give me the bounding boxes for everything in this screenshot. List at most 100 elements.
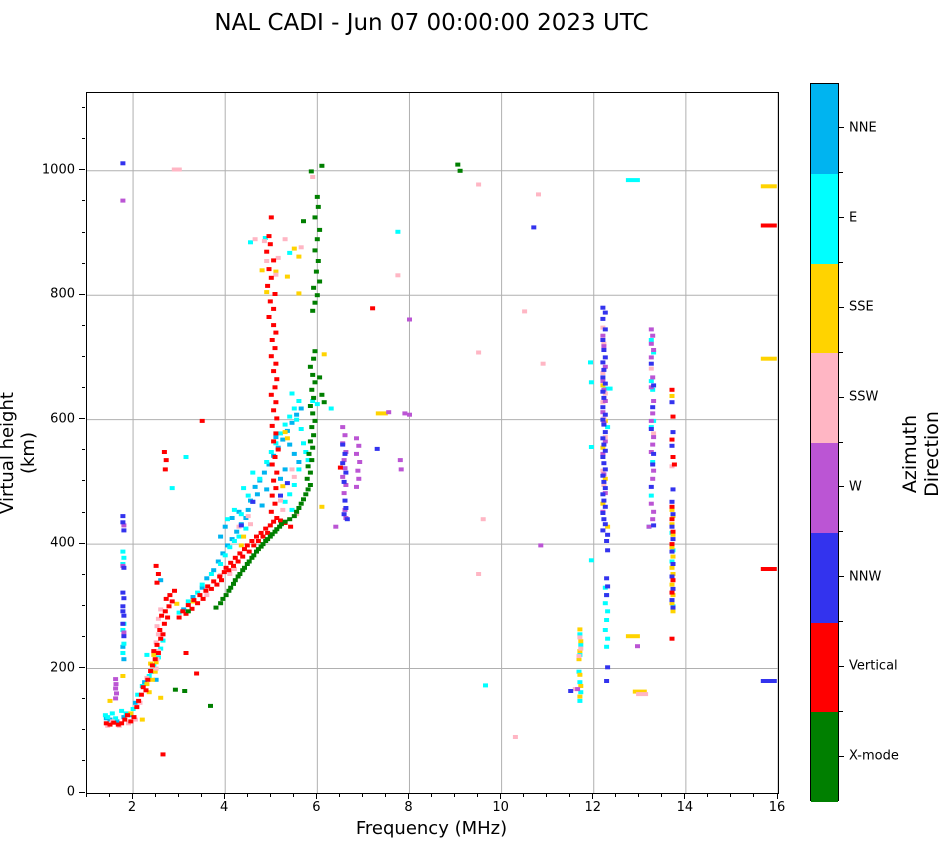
x-major-tick bbox=[500, 793, 502, 799]
x-tick-label: 2 bbox=[127, 800, 137, 815]
x-minor-tick bbox=[384, 793, 386, 797]
colorbar-tick bbox=[839, 486, 844, 488]
y-major-tick bbox=[79, 667, 85, 669]
x-minor-tick bbox=[292, 793, 294, 797]
colorbar-boundary-tick bbox=[839, 441, 843, 443]
x-minor-tick bbox=[523, 793, 525, 797]
x-major-tick bbox=[407, 793, 409, 799]
x-minor-tick bbox=[477, 793, 479, 797]
y-minor-tick bbox=[81, 604, 85, 606]
y-tick-label: 400 bbox=[50, 535, 75, 551]
colorbar-segment-w bbox=[811, 443, 838, 533]
x-minor-tick bbox=[269, 793, 271, 797]
colorbar bbox=[810, 83, 839, 802]
x-minor-tick bbox=[707, 793, 709, 797]
x-minor-tick bbox=[200, 793, 202, 797]
x-tick-label: 8 bbox=[404, 800, 413, 815]
x-minor-tick bbox=[454, 793, 456, 797]
colorbar-tick bbox=[839, 306, 844, 308]
colorbar-segment-ssw bbox=[811, 353, 838, 443]
scatter-canvas bbox=[87, 93, 778, 793]
x-tick-label: 6 bbox=[312, 800, 321, 815]
colorbar-tick-label: SSE bbox=[849, 299, 874, 315]
x-minor-tick bbox=[638, 793, 640, 797]
x-minor-tick bbox=[661, 793, 663, 797]
series-vertical bbox=[103, 215, 777, 757]
y-minor-tick bbox=[81, 355, 85, 357]
x-minor-tick bbox=[546, 793, 548, 797]
colorbar-tick bbox=[839, 755, 844, 757]
x-tick-label: 10 bbox=[492, 800, 509, 815]
y-major-tick bbox=[79, 293, 85, 295]
x-tick-label: 16 bbox=[768, 800, 786, 815]
colorbar-boundary-tick bbox=[839, 710, 843, 712]
y-major-tick bbox=[79, 542, 85, 544]
y-minor-tick bbox=[81, 760, 85, 762]
colorbar-segment-e bbox=[811, 173, 838, 264]
y-minor-tick bbox=[81, 324, 85, 326]
y-minor-tick bbox=[81, 138, 85, 140]
y-minor-tick bbox=[81, 573, 85, 575]
series-nne bbox=[103, 406, 304, 724]
colorbar-tick-label: X-mode bbox=[849, 748, 899, 764]
x-minor-tick bbox=[154, 793, 156, 797]
y-tick-label: 200 bbox=[50, 660, 75, 676]
x-minor-tick bbox=[431, 793, 432, 797]
colorbar-boundary-tick bbox=[839, 621, 843, 622]
colorbar-boundary-tick bbox=[839, 172, 843, 174]
y-tick-label: 600 bbox=[50, 411, 75, 427]
colorbar-segment-x-mode bbox=[811, 712, 838, 802]
y-minor-tick bbox=[81, 480, 85, 482]
colorbar-label: Azimuth Direction bbox=[899, 411, 943, 497]
series-sse bbox=[107, 184, 777, 722]
x-minor-tick bbox=[730, 793, 732, 797]
series-e bbox=[102, 178, 676, 721]
y-minor-tick bbox=[81, 449, 85, 451]
x-tick-label: 12 bbox=[584, 800, 601, 815]
series-nnw bbox=[120, 161, 777, 693]
colorbar-boundary-tick bbox=[839, 351, 843, 353]
colorbar-boundary-tick bbox=[839, 262, 843, 263]
x-major-tick bbox=[592, 793, 594, 799]
colorbar-tick-label: NNW bbox=[849, 569, 882, 585]
colorbar-tick bbox=[839, 127, 844, 129]
x-minor-tick bbox=[246, 793, 248, 797]
y-axis-label: Virtual height (km) bbox=[0, 392, 39, 514]
y-minor-tick bbox=[81, 698, 85, 700]
series-ssw bbox=[105, 167, 675, 739]
x-minor-tick bbox=[569, 793, 571, 797]
colorbar-tick-label: SSW bbox=[849, 389, 879, 405]
x-minor-tick bbox=[177, 793, 179, 797]
x-minor-tick bbox=[361, 793, 363, 797]
y-major-tick bbox=[79, 418, 85, 420]
x-minor-tick bbox=[85, 793, 87, 797]
y-major-tick bbox=[79, 791, 85, 793]
colorbar-tick-label: NNE bbox=[849, 120, 877, 136]
colorbar-tick bbox=[839, 396, 844, 398]
y-tick-label: 1000 bbox=[41, 162, 75, 178]
y-minor-tick bbox=[81, 107, 85, 109]
y-minor-tick bbox=[81, 200, 85, 202]
x-tick-label: 14 bbox=[676, 800, 694, 815]
series-x-mode bbox=[172, 162, 463, 708]
colorbar-segment-vertical bbox=[811, 622, 838, 713]
x-tick-label: 4 bbox=[220, 800, 229, 815]
chart-title: NAL CADI - Jun 07 00:00:00 2023 UTC bbox=[214, 10, 649, 36]
y-minor-tick bbox=[81, 262, 85, 264]
x-major-tick bbox=[223, 793, 225, 799]
colorbar-tick bbox=[839, 217, 844, 219]
y-minor-tick bbox=[81, 387, 85, 389]
y-tick-label: 800 bbox=[50, 286, 75, 302]
colorbar-tick-label: E bbox=[849, 210, 858, 226]
colorbar-tick bbox=[839, 576, 844, 578]
colorbar-tick bbox=[839, 665, 844, 667]
y-tick-label: 0 bbox=[66, 784, 75, 800]
colorbar-segment-nnw bbox=[811, 532, 838, 623]
y-minor-tick bbox=[81, 729, 85, 731]
x-major-tick bbox=[776, 793, 778, 799]
gridlines bbox=[87, 93, 778, 793]
colorbar-boundary-tick bbox=[839, 531, 843, 533]
y-minor-tick bbox=[81, 511, 85, 513]
colorbar-tick-label: Vertical bbox=[849, 658, 898, 674]
x-minor-tick bbox=[753, 793, 755, 797]
